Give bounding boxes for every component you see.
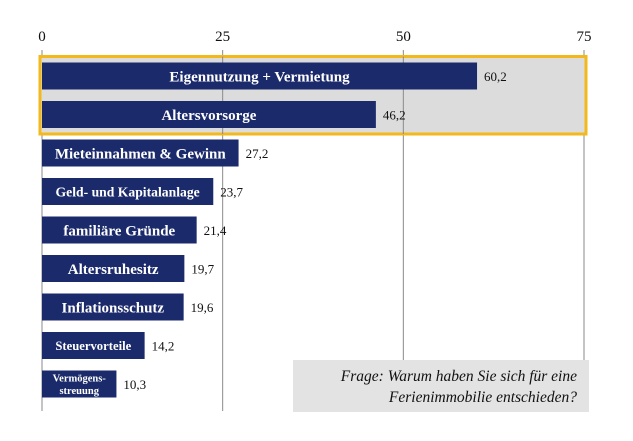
bar [42,101,376,128]
bar-category-label: Geld- und Kapitalanlage [56,184,200,199]
value-label: 14,2 [152,339,175,354]
question-line-2: Ferienimmobilie entschieden? [388,389,577,406]
tick-label: 75 [577,29,592,45]
bar-category-label: Mieteinnahmen & Gewinn [55,146,226,162]
bar [42,178,214,205]
value-label: 10,3 [123,377,146,392]
bar [42,139,239,167]
bar [42,332,145,359]
value-label: 27,2 [246,146,269,161]
tick-label: 50 [396,29,411,45]
question-box: Frage: Warum haben Sie sich für eine Fer… [293,360,589,412]
labels-layer: 60,2 Eigennutzung + Vermietung 46,2 Altersv… [53,69,507,397]
bars-layer [42,62,478,398]
tick-label: 25 [215,29,230,45]
tick-label: 0 [38,29,46,45]
value-label: 23,7 [220,185,243,200]
bar [42,62,478,90]
bar-category-label: Altersruhesitz [68,262,159,278]
bar [42,255,185,282]
tick-labels: 0 25 50 75 [38,29,591,45]
question-line-1: Frage: Warum haben Sie sich für eine [340,368,577,385]
value-label: 19,6 [191,300,214,315]
bar [42,216,197,244]
value-label: 19,7 [191,262,214,277]
bar-category-label: familiäre Gründe [63,223,175,239]
bar [42,370,117,398]
value-label: 21,4 [204,223,227,238]
value-label: 60,2 [484,69,507,84]
bar-category-label: Eigennutzung + Vermietung [169,69,350,85]
value-label: 46,2 [383,108,406,123]
bar-category-label: Inflationsschutz [62,300,165,316]
bar-category-label: Altersvorsorge [161,108,256,124]
bar [42,293,184,321]
bar-category-label: Vermögens-streuung [53,373,107,397]
bar-category-label: Steuervorteile [55,339,131,353]
